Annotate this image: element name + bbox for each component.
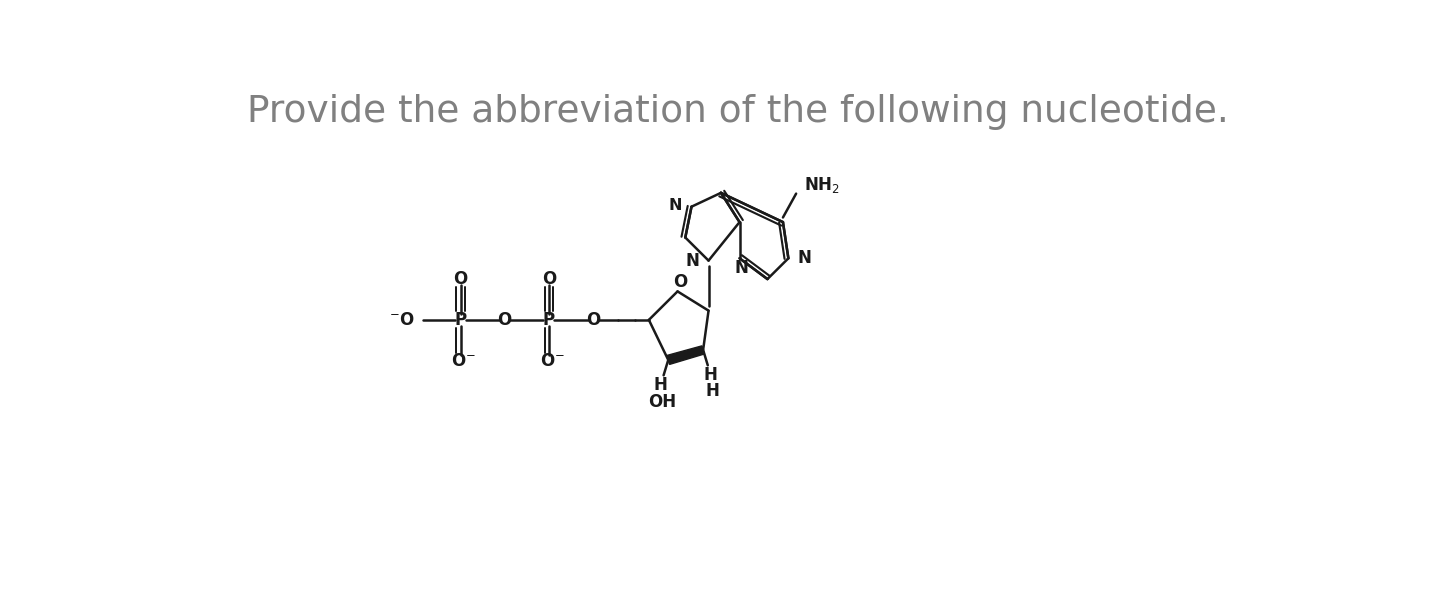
Text: P: P	[455, 311, 467, 329]
Text: NH$_2$: NH$_2$	[804, 175, 840, 195]
Text: O: O	[498, 311, 511, 329]
Text: N: N	[685, 252, 700, 270]
Text: H: H	[706, 382, 720, 400]
Text: $^{-}$O: $^{-}$O	[389, 311, 415, 329]
Text: Provide the abbreviation of the following nucleotide.: Provide the abbreviation of the followin…	[248, 95, 1228, 130]
Polygon shape	[667, 346, 704, 364]
Text: OH: OH	[648, 393, 677, 411]
Text: N: N	[798, 248, 812, 267]
Text: O$^{-}$: O$^{-}$	[540, 351, 564, 370]
Text: P: P	[543, 311, 554, 329]
Text: N: N	[668, 198, 683, 213]
Text: O: O	[454, 270, 468, 288]
Text: O: O	[586, 311, 600, 329]
Text: O: O	[541, 270, 556, 288]
Text: O: O	[672, 273, 687, 291]
Text: O$^{-}$: O$^{-}$	[451, 351, 477, 370]
Text: N: N	[734, 259, 749, 276]
Text: H: H	[654, 376, 667, 393]
Text: H: H	[704, 365, 717, 384]
